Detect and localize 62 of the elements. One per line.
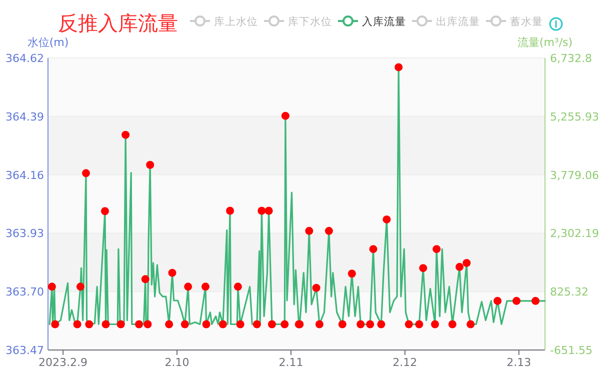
- point: [180, 320, 189, 328]
- point: [348, 270, 356, 278]
- point: [202, 320, 210, 328]
- point: [268, 320, 276, 328]
- y2label: 流量(m³/s): [517, 36, 573, 49]
- point: [226, 206, 234, 215]
- point: [356, 320, 365, 328]
- point: [315, 320, 324, 328]
- ylabel: 水位(m): [27, 36, 69, 49]
- point: [144, 320, 152, 328]
- point: [76, 282, 84, 291]
- point: [51, 320, 60, 328]
- point: [82, 169, 90, 178]
- legend-label: 蓄水量: [510, 15, 543, 28]
- point: [116, 320, 125, 328]
- point: [122, 130, 130, 139]
- point: [366, 320, 374, 328]
- point: [466, 320, 475, 328]
- point: [415, 320, 424, 328]
- point: [73, 320, 82, 328]
- point: [85, 320, 94, 328]
- point: [394, 63, 403, 72]
- point: [377, 320, 386, 328]
- point: [462, 258, 471, 267]
- point: [258, 206, 266, 215]
- point: [456, 262, 464, 271]
- point: [102, 320, 110, 328]
- point: [419, 264, 428, 272]
- point: [494, 296, 502, 305]
- point: [234, 282, 242, 291]
- point: [432, 245, 441, 254]
- point: [280, 320, 289, 328]
- legend-label: 出库流量: [436, 15, 480, 28]
- point: [404, 320, 413, 328]
- legend-label: 库下水位: [288, 15, 332, 28]
- point: [48, 282, 56, 291]
- point: [338, 320, 346, 328]
- title: 反推入库流量: [58, 11, 178, 35]
- legend-label: 库上水位: [214, 15, 258, 28]
- point: [382, 215, 391, 224]
- point: [135, 320, 144, 328]
- point: [165, 320, 174, 328]
- point: [369, 245, 378, 254]
- point: [532, 296, 540, 305]
- point: [512, 296, 521, 305]
- point: [236, 320, 244, 328]
- point: [448, 320, 456, 328]
- legend-label: 入库流量: [362, 15, 406, 28]
- point: [201, 282, 210, 291]
- point: [218, 320, 227, 328]
- point: [264, 206, 273, 215]
- point: [141, 275, 150, 284]
- point: [168, 268, 176, 277]
- point: [281, 112, 290, 120]
- point: [252, 320, 261, 328]
- point: [312, 284, 320, 292]
- point: [184, 282, 192, 291]
- point: [100, 207, 109, 216]
- point: [146, 160, 154, 169]
- point: [305, 226, 314, 235]
- point: [324, 226, 333, 235]
- point: [431, 320, 439, 328]
